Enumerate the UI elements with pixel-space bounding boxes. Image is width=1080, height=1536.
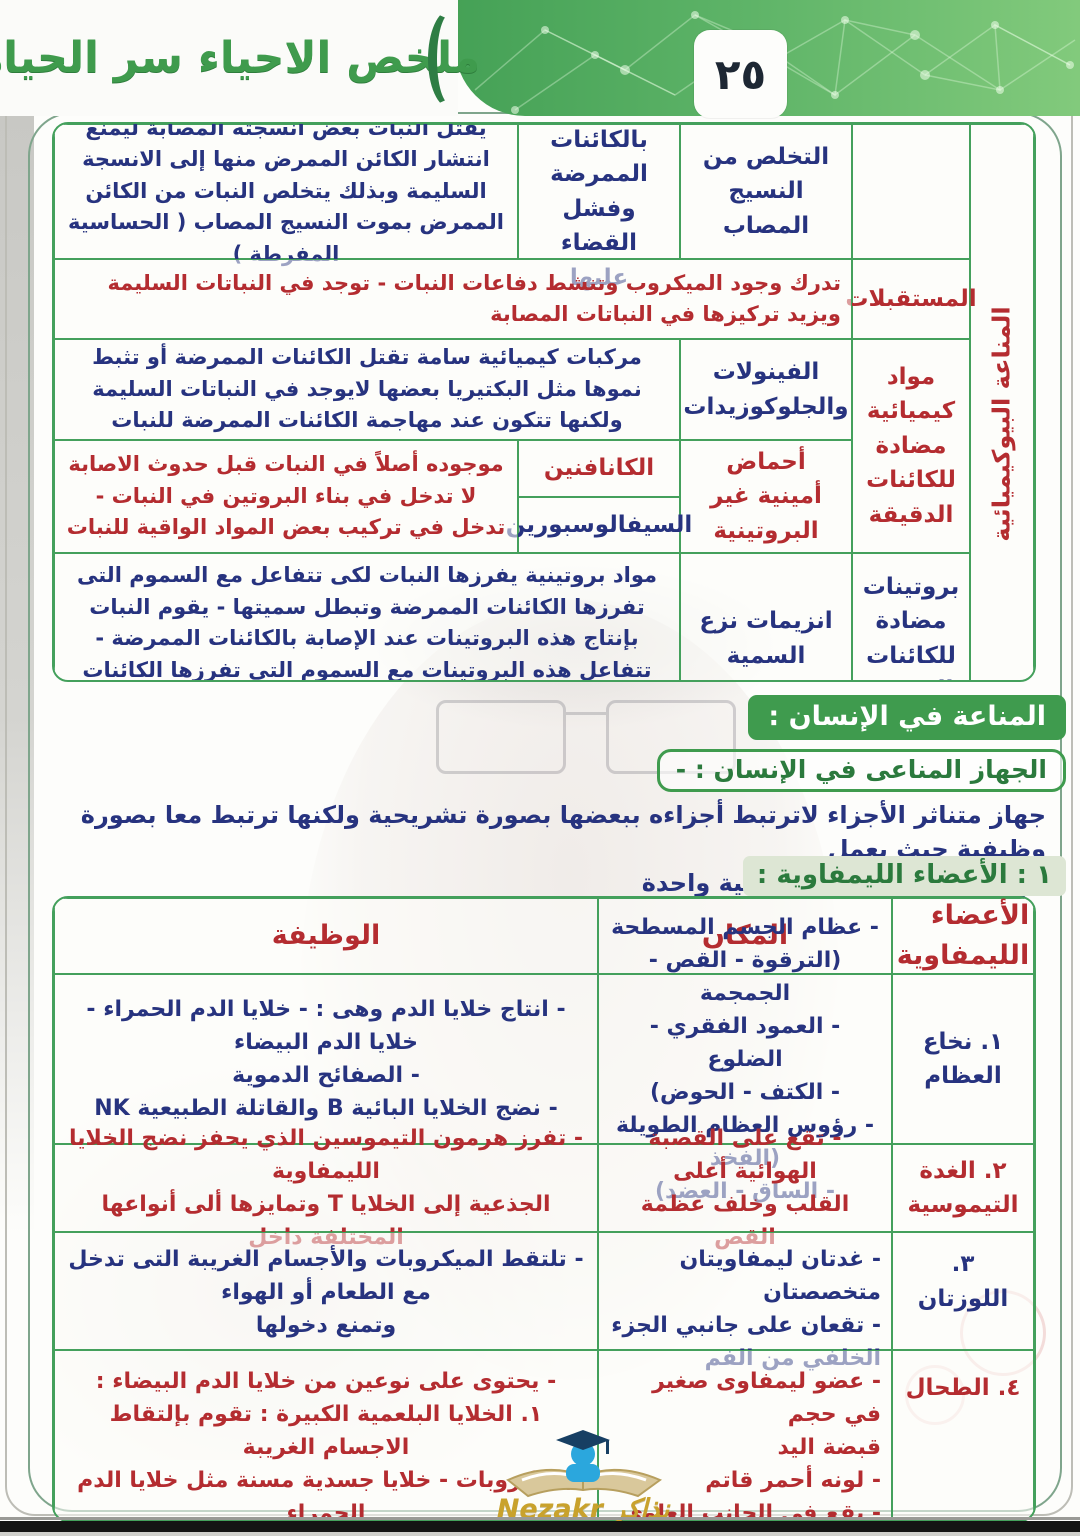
table1-r5-description: مواد بروتينية يفرزها النبات لكى تتفاعل م… (54, 553, 680, 680)
table2-row-spleen-location: - عضو ليمفاوى صغير في حجم قبضة اليد - لو… (598, 1350, 892, 1520)
table1-r1-description: يقتل النبات بعض أنسجته المصابة ليمنع انت… (54, 124, 518, 266)
scan-bottom-edge (0, 1532, 1080, 1536)
biochemical-immunity-table: المناعة البيوكيميائية التخلص من النسيج ا… (52, 122, 1036, 682)
table2-row-thymus-function: - تفرز هرمون التيموسين الذي يحفز نضج الخ… (54, 1126, 598, 1250)
table1-side-label-cell: المناعة البيوكيميائية (970, 124, 1034, 680)
table1-r4-items-cell: الكانافنين السيفالوسبورين (505, 440, 693, 553)
table2-row-bone-marrow-organ: ١. نخاع العظام (892, 974, 1034, 1144)
table2-header-location: المكان (598, 898, 892, 974)
banner-parenthesis-decoration (428, 10, 472, 108)
table2-header-function: الوظيفة (54, 898, 598, 974)
table1-r4-subcategory: أحماض أمينية غير البروتينية (680, 440, 852, 553)
table1-r4-item-canavanine: الكانافنين (519, 441, 679, 498)
table1-r3-subcategory: الفينولات والجلوكوزيدات (680, 339, 852, 440)
table2-row-bone-marrow-location: - عظام الجسم المسطحة (الترقوة - القص - ا… (598, 915, 892, 1204)
table1-r2-category: المستقبلات (845, 259, 977, 339)
booklet-title: ملخص الاحياء سر الحياة (0, 33, 481, 83)
section-heading-lymphatic-organs: ١ : الأعضاء الليمفاوية : (742, 856, 1066, 896)
table2-row-tonsils-location: - غدتان ليمفاويتان متخصصتان - تقعان على … (598, 1232, 892, 1371)
table1-r1-subcategory: التخلص من النسيج المصاب (680, 124, 852, 259)
section-heading-immune-system: الجهاز المناعى في الإنسان : - (656, 749, 1066, 792)
scan-bottom-band (0, 1521, 1080, 1532)
table2-header-organs: الأعضاء الليمفاوية (892, 898, 1034, 974)
background-photo-glasses-bridge (566, 712, 606, 715)
page-number: ٢٥ (714, 49, 767, 99)
table1-r5-category: بروتينات مضادة للكائنات الدقيقة (852, 553, 970, 680)
table1-r1-subsubcategory: الاصابة بالكائنات الممرضة وفشل القضاء عل… (518, 124, 680, 291)
table1-side-label: المناعة البيوكيميائية (988, 306, 1016, 542)
table1-r3-description: مركبات كيميائية سامة تقتل الكائنات الممر… (54, 339, 680, 440)
table1-r2-description: تدرك وجود الميكروب وتنشط دفاعات النبات -… (54, 259, 852, 339)
table1-r3r4-category: مواد كيميائية مضادة للكائنات الدقيقة (852, 339, 970, 553)
nezakr-reader-icon (506, 1430, 663, 1498)
table2-row-thymus-organ: ٢. الغدة التيموسية (892, 1144, 1034, 1232)
table1-r5-subcategory: انزيمات نزع السمية (680, 553, 852, 680)
table2-row-spleen-organ: ٤. الطحال (892, 1350, 1034, 1520)
table2-row-tonsils-organ: ٣. اللوزتان (892, 1232, 1034, 1350)
table2-row-spleen-function: - يحتوى على نوعين من خلايا الدم البيضاء … (54, 1350, 598, 1520)
table2-row-thymus-location: - تقع على القصبة الهوائية أعلى القلب وخل… (598, 1126, 892, 1250)
section-heading-human-immunity: المناعة في الإنسان : (748, 695, 1066, 740)
background-photo-glasses-left (436, 700, 566, 774)
table2-row-bone-marrow-function: - انتاج خلايا الدم وهى : - خلايا الدم ال… (54, 974, 598, 1144)
table1-r4-item-cephalosporin: السيفالوسبورين (505, 511, 693, 538)
table1-r1-empty-cell (852, 124, 970, 259)
page-number-tab: ٢٥ (694, 30, 787, 118)
scan-bottom-line (0, 1517, 1080, 1520)
table1-r4-description: موجوده أصلاً في النبات قبل حدوث الاصابة … (54, 440, 518, 553)
lymphatic-organs-table: الأعضاء الليمفاوية المكان الوظيفة ١. نخا… (52, 896, 1036, 1522)
table2-row-tonsils-function: - تلتقط الميكروبات والأجسام الغريبة التى… (54, 1232, 598, 1350)
banner-title-box: ملخص الاحياء سر الحياة (0, 0, 481, 116)
